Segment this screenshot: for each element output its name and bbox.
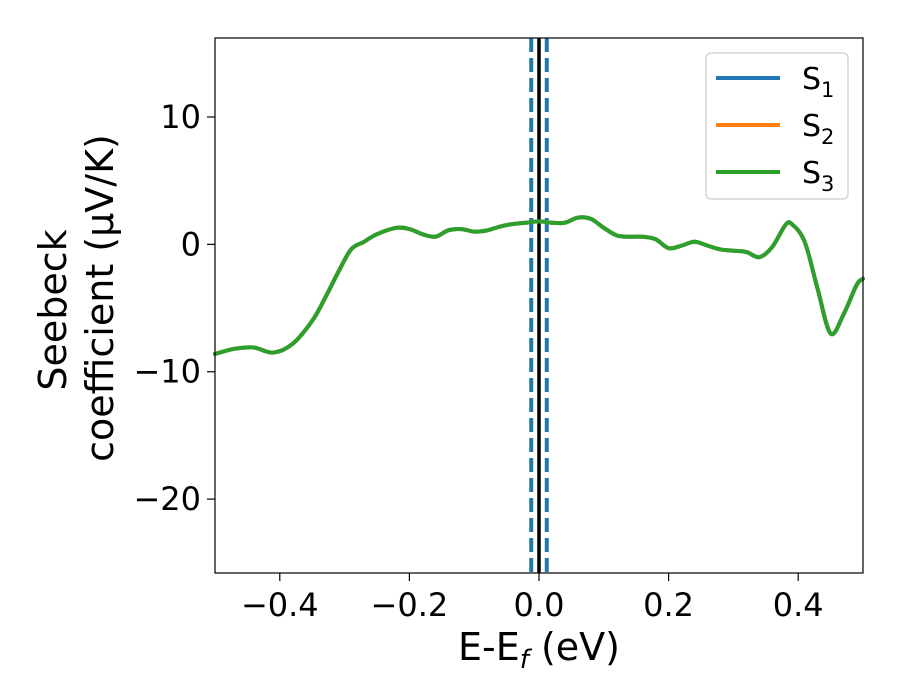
y-tick-label: 10 xyxy=(160,98,201,136)
x-axis-label: E-Ef (eV) xyxy=(458,625,620,675)
legend: S1 S2 S3 xyxy=(705,52,849,200)
y-axis-label-line1: Seebeck xyxy=(31,229,75,390)
y-tick-label: 0 xyxy=(181,225,201,263)
series-lines xyxy=(213,215,865,356)
x-tick-label: 0.0 xyxy=(514,586,565,624)
y-axis-ticks: −20 −10 0 10 xyxy=(133,98,215,518)
x-tick-label: 0.4 xyxy=(773,586,824,624)
y-axis-label-line2: coefficient (μV/K) xyxy=(78,134,122,462)
vertical-reference-lines xyxy=(529,38,549,573)
series-line-s3 xyxy=(213,215,865,356)
legend-label-s1: S1 xyxy=(802,62,834,102)
x-axis-ticks: −0.4 −0.2 0.0 0.2 0.4 xyxy=(241,573,824,624)
x-tick-label: −0.2 xyxy=(371,586,449,624)
legend-label-s2: S2 xyxy=(802,109,834,149)
x-tick-label: 0.2 xyxy=(643,586,694,624)
y-tick-label: −10 xyxy=(133,353,201,391)
y-tick-label: −20 xyxy=(133,480,201,518)
x-tick-label: −0.4 xyxy=(241,586,319,624)
legend-label-s3: S3 xyxy=(802,156,834,196)
x-axis-label-unit: (eV) xyxy=(529,625,620,669)
x-axis-label-main: E-E xyxy=(458,625,520,669)
